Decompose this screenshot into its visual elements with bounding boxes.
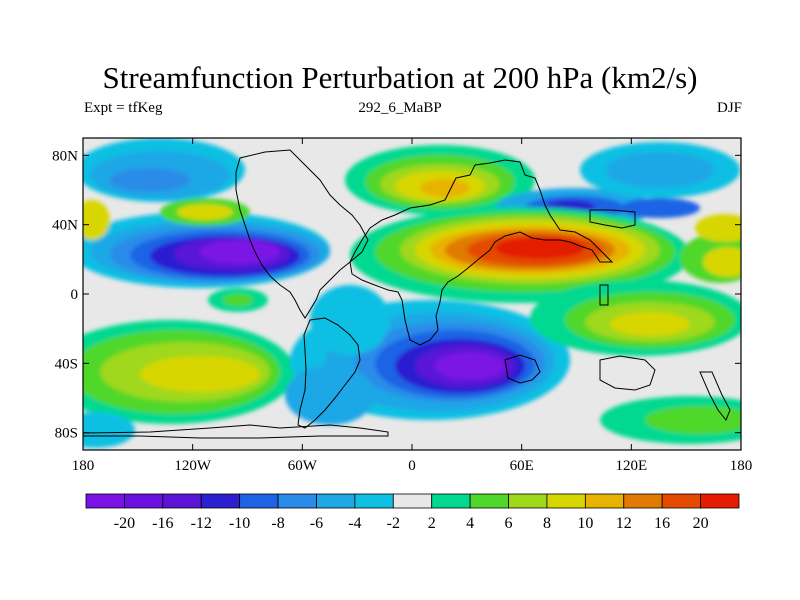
colorbar-swatch	[316, 493, 356, 509]
colorbar-swatch	[85, 493, 125, 509]
new-zealand-outline	[699, 371, 731, 421]
colorbar-swatch	[392, 493, 433, 509]
colorbar-swatch	[508, 493, 548, 509]
colorbar-label: 12	[616, 515, 632, 532]
colorbar-label: 8	[543, 515, 551, 532]
x-tick-label: 60W	[288, 458, 318, 474]
colorbar-label: -2	[387, 515, 400, 532]
y-tick-label: 0	[71, 287, 79, 303]
high-contour	[223, 294, 253, 306]
low-contour	[310, 285, 390, 355]
low-contour	[83, 412, 135, 448]
low-contour	[620, 198, 700, 218]
y-tick-label: 80N	[52, 148, 78, 164]
y-tick-label: 40S	[55, 356, 78, 372]
low-contour	[285, 365, 375, 425]
east-asia-outline	[589, 209, 636, 229]
colorbar-label: 16	[654, 515, 670, 532]
experiment-label: Expt = tfKeg	[84, 100, 163, 116]
high-contour	[420, 179, 470, 197]
map-title: Streamfunction Perturbation at 200 hPa (…	[102, 60, 698, 95]
colorbar-swatch	[700, 493, 740, 509]
low-contour	[435, 352, 505, 380]
colorbar-label: -6	[310, 515, 323, 532]
colorbar-label: 2	[428, 515, 436, 532]
x-tick-label: 120E	[615, 458, 647, 474]
low-contour	[200, 240, 280, 264]
colorbar-swatch	[124, 493, 164, 509]
colorbar-swatch	[200, 493, 241, 509]
high-contour	[495, 237, 585, 259]
high-contour	[695, 214, 741, 242]
colorbar-label: 4	[466, 515, 474, 532]
colorbar-swatch	[546, 493, 586, 509]
x-axis: 180 120W 60W 0 60E 120E 180	[72, 138, 753, 474]
colorbar-label: -10	[229, 515, 250, 532]
north-america-outline	[235, 149, 369, 319]
colorbar: -20 -16 -12 -10 -8 -6 -4 -2 2 4 6 8 10 12 16 20	[85, 493, 740, 532]
africa-eurasia-outline	[349, 159, 614, 346]
antarctica-outline	[83, 424, 389, 439]
colorbar-swatch	[239, 493, 279, 509]
season-label: DJF	[716, 100, 742, 116]
australia-outline	[599, 355, 656, 391]
coastlines	[83, 149, 731, 439]
colorbar-swatch	[469, 493, 509, 509]
streamfunction-field	[83, 138, 741, 450]
high-contour	[645, 406, 741, 434]
x-tick-label: 120W	[174, 458, 212, 474]
colorbar-swatch	[354, 493, 394, 509]
colorbar-swatch	[162, 493, 202, 509]
colorbar-swatch	[277, 493, 317, 509]
colorbar-label: -20	[114, 515, 135, 532]
x-tick-label: 60E	[510, 458, 534, 474]
colorbar-label: 20	[693, 515, 709, 532]
colorbar-label: -16	[152, 515, 173, 532]
y-tick-label: 40N	[52, 218, 78, 234]
colorbar-label: -12	[191, 515, 212, 532]
colorbar-swatch	[431, 493, 471, 509]
colorbar-label: 6	[505, 515, 513, 532]
period-label: 292_6_MaBP	[358, 100, 442, 116]
colorbar-swatch	[584, 493, 625, 509]
high-contour	[610, 312, 690, 336]
low-contour	[110, 168, 190, 192]
high-contour	[140, 356, 260, 392]
low-contour	[605, 152, 715, 188]
island-outline	[599, 284, 609, 306]
x-tick-label: 180	[730, 458, 753, 474]
colorbar-swatch	[623, 493, 663, 509]
colorbar-label: -8	[271, 515, 284, 532]
x-tick-label: 180	[72, 458, 95, 474]
colorbar-label: 10	[577, 515, 593, 532]
south-america-outline	[297, 317, 361, 429]
high-contour	[703, 247, 741, 277]
high-contour	[83, 200, 110, 240]
y-axis: 80N 40N 0 40S 80S	[52, 148, 741, 442]
high-contour	[177, 204, 233, 220]
y-tick-label: 80S	[55, 426, 78, 442]
colorbar-swatch	[661, 493, 701, 509]
madagascar-outline	[504, 354, 541, 384]
colorbar-label: -4	[348, 515, 361, 532]
x-tick-label: 0	[408, 458, 416, 474]
